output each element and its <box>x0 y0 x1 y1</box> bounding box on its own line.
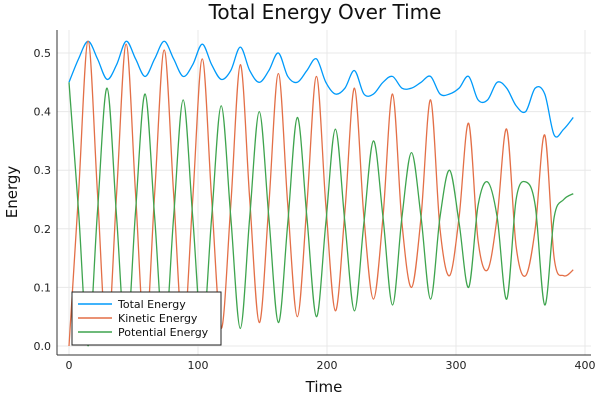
total-energy-line <box>68 40 574 138</box>
x-tick-label: 0 <box>66 359 73 372</box>
y-tick-label: 0.1 <box>34 281 52 294</box>
legend-label-kinetic-energy: Kinetic Energy <box>118 312 198 325</box>
y-tick-label: 0.4 <box>34 106 52 119</box>
x-tick-label: 200 <box>317 359 338 372</box>
x-tick-label: 300 <box>446 359 467 372</box>
legend-label-potential-energy: Potential Energy <box>118 326 209 339</box>
x-axis-label: Time <box>305 378 343 396</box>
y-tick-label: 0.0 <box>34 340 52 353</box>
y-ticks: 0.0 0.1 0.2 0.3 0.4 0.5 <box>34 47 52 353</box>
x-tick-label: 400 <box>575 359 596 372</box>
chart-title: Total Energy Over Time <box>208 0 442 24</box>
y-tick-label: 0.5 <box>34 47 52 60</box>
y-tick-label: 0.3 <box>34 164 52 177</box>
potential-energy-line <box>68 82 574 347</box>
y-axis-label: Energy <box>3 166 21 219</box>
legend-label-total-energy: Total Energy <box>117 298 186 311</box>
x-tick-label: 100 <box>188 359 209 372</box>
y-tick-label: 0.2 <box>34 223 52 236</box>
x-ticks: 0 100 200 300 400 <box>66 359 596 372</box>
